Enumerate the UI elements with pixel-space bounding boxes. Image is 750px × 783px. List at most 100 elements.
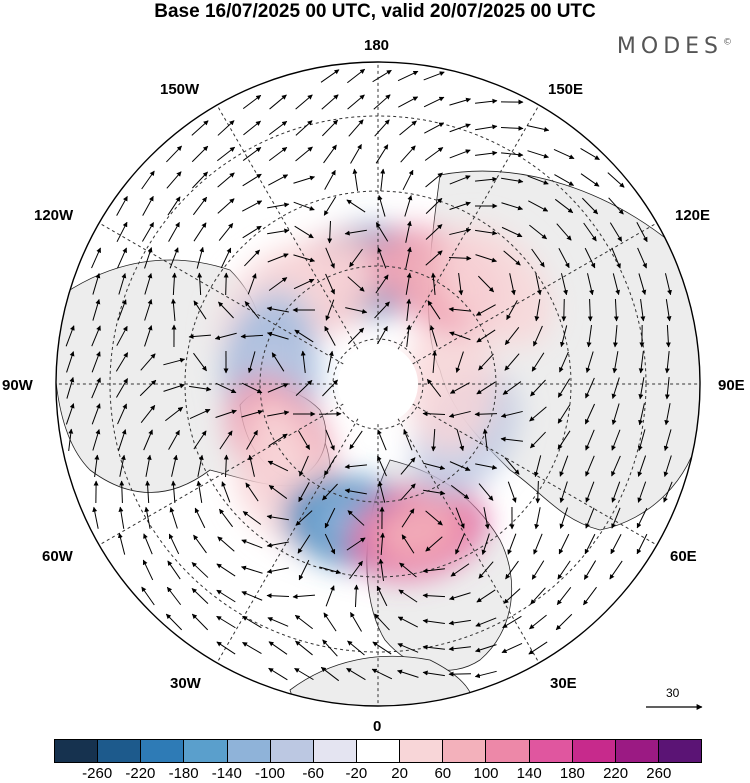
height-anomaly-field [217,224,553,580]
wind-vector [423,96,445,108]
wind-vector [194,507,206,529]
wind-vector [242,94,262,110]
wind-vector [376,585,388,607]
lon-label-180: 180 [364,37,390,54]
colorbar-tick-label: 100 [473,765,499,782]
wind-vector [425,224,443,240]
wind-vector [246,430,258,450]
colorbar [54,739,702,763]
wind-vector [266,567,289,574]
wind-vector [344,488,367,495]
wind-vector [117,299,127,321]
wind-vector [169,507,178,529]
wind-vector [119,454,126,477]
wind-vector [531,352,545,372]
wind-vector [268,667,288,681]
wind-vector [504,457,520,475]
wind-vector [144,247,153,269]
wind-vector [142,559,154,581]
wind-vector [143,429,153,451]
wind-vector [266,593,290,599]
wind-vector [216,563,236,577]
wind-vector [559,455,569,477]
wind-vector [449,382,470,394]
wind-vector [422,593,446,599]
colorbar-swatch [270,740,314,762]
wind-vector [530,587,546,605]
wind-vector [448,306,471,312]
wind-vector [449,149,471,159]
wind-vector [292,594,316,600]
anomaly-contour [378,504,457,559]
wind-vector [218,222,234,241]
meridian-line [385,104,540,371]
wind-vector [559,481,568,503]
wind-vector [423,462,446,471]
wind-vector [324,325,336,346]
colorbar-tick-label: 260 [646,765,672,782]
wind-vector [456,429,465,452]
wind-vector [189,408,211,420]
wind-vector [406,298,412,321]
wind-vector [267,383,289,393]
wind-vector [503,250,521,266]
wind-vector [300,350,306,373]
graticule [56,62,700,706]
wind-vector [585,481,595,503]
wind-vectors [65,68,673,682]
wind-vector [267,202,290,209]
wind-vector [191,145,209,163]
wind-vector [529,406,547,422]
wind-vector [425,536,443,552]
wind-vector [455,351,464,373]
wind-vector [405,220,412,243]
wind-vector [269,94,287,110]
wind-vector [372,641,392,655]
wind-vector [425,172,443,188]
wind-vector [348,119,364,137]
wind-vector [583,222,597,242]
wind-vector [397,669,419,678]
colorbar-swatch [572,740,616,762]
meridian-line [391,222,658,377]
wind-vector [266,331,289,340]
wind-vector [168,429,180,450]
colorbar-swatch [400,740,444,762]
wind-vector [535,480,541,504]
wind-vector [398,589,418,603]
wind-vector [373,94,391,110]
wind-vector [555,613,573,631]
wind-vector [323,144,337,164]
copyright-mark: © [723,37,732,48]
wind-vector [612,324,618,348]
wind-vector [481,533,490,555]
wind-vector [91,247,101,269]
lon-label-120w: 120W [34,207,74,224]
wind-vector [400,483,416,501]
wind-vector [431,428,437,452]
colorbar-tick-label: 60 [434,765,452,782]
wind-vector [425,250,443,266]
wind-vector [241,409,264,418]
wind-vector [636,533,648,555]
wind-vector [585,455,595,477]
wind-vector [142,195,154,216]
wind-vector [476,589,496,603]
wind-vector [429,324,438,347]
wind-vector [215,382,237,394]
wind-vector [325,585,335,607]
wind-vector [319,566,342,575]
wind-vector [295,120,313,136]
wind-vector [169,247,179,269]
wind-vector [323,196,337,216]
wind-vector [527,175,549,185]
wind-vector [215,409,237,418]
wind-vector [144,325,153,347]
wind-vector [529,224,548,240]
wind-vector [374,119,390,137]
wind-vector [401,534,415,554]
wind-vector [268,120,288,136]
wind-vector [197,454,204,477]
wind-vector [193,534,207,554]
